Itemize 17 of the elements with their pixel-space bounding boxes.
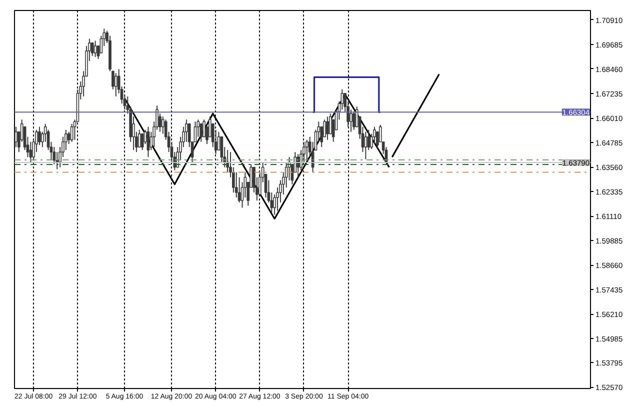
candlestick — [352, 111, 356, 130]
candlestick — [373, 126, 376, 145]
candlestick — [350, 109, 352, 132]
candlestick — [367, 129, 370, 151]
candlestick — [305, 139, 308, 161]
candlestick — [38, 126, 41, 146]
candlestick — [140, 133, 144, 151]
candlestick — [29, 141, 32, 163]
candlestick — [326, 116, 329, 140]
candlestick — [200, 123, 203, 142]
candlestick — [202, 119, 206, 138]
candlestick — [94, 40, 97, 58]
candlestick — [114, 72, 118, 97]
candlestick — [14, 126, 18, 148]
candlestick — [138, 129, 141, 148]
candlestick — [158, 113, 162, 132]
candlestick — [238, 176, 241, 204]
